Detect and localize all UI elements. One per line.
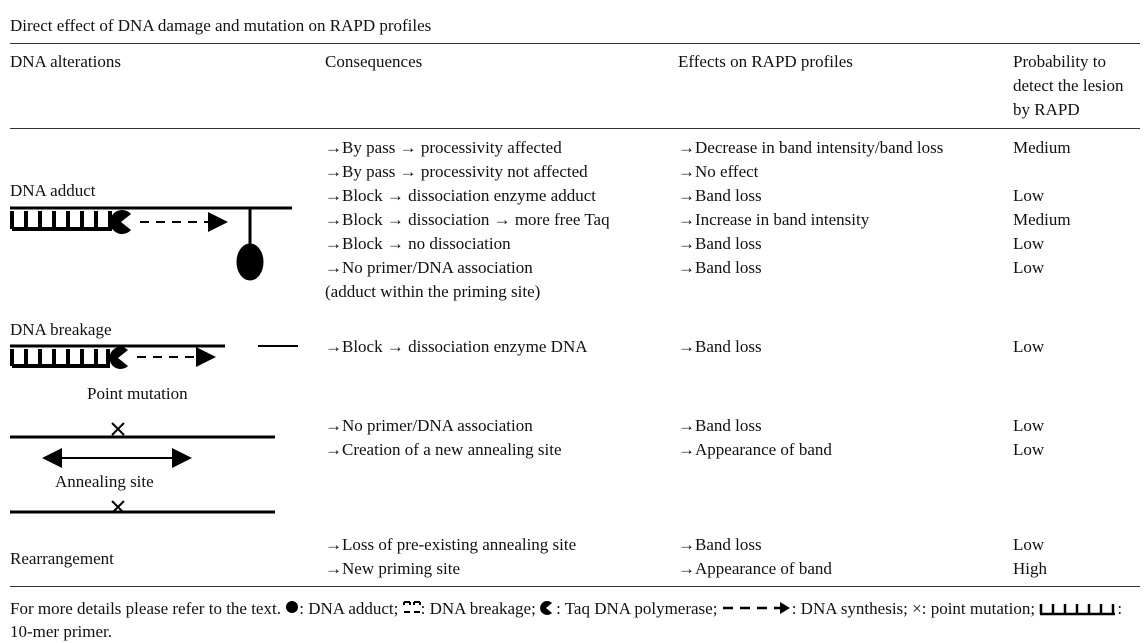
header-cell: Effects on RAPD profiles (678, 52, 853, 71)
rule (10, 586, 1140, 587)
footnote-text: : 10-mer primer. (10, 599, 1123, 641)
effect-cell: →Appearance of band (678, 440, 832, 459)
header-cell: Consequences (325, 52, 423, 71)
consequence-cell: →By pass → processivity not affected (325, 162, 588, 181)
probability-cell: Low (1013, 186, 1045, 205)
footnote-text: : DNA synthesis; (791, 599, 908, 618)
probability-cell: Medium (1013, 138, 1071, 157)
consequence-cell: →Block → dissociation enzyme adduct (325, 186, 596, 205)
effect-cell: →Band loss (678, 337, 762, 356)
effect-cell: →Band loss (678, 258, 762, 277)
effect-cell: →Band loss (678, 416, 762, 435)
rule (10, 128, 1140, 129)
legend-icon (722, 602, 790, 614)
probability-cell: Low (1013, 258, 1045, 277)
consequence-cell: →New priming site (325, 559, 461, 578)
probability-cell: Low (1013, 337, 1045, 356)
probability-cell: Low (1013, 440, 1045, 459)
footnote-text: : DNA breakage; (420, 599, 536, 618)
footnote-text: ×: point mutation; (912, 599, 1036, 618)
footnote-text: : DNA adduct; (299, 599, 399, 618)
group-label: Rearrangement (10, 549, 114, 568)
effect-cell: →No effect (678, 162, 759, 181)
diagram-label: Annealing site (55, 472, 154, 491)
probability-cell: Medium (1013, 210, 1071, 229)
group-label: DNA adduct (10, 181, 96, 200)
probability-cell: Low (1013, 535, 1045, 554)
consequence-cell: →Block → no dissociation (325, 234, 511, 253)
effect-cell: →Band loss (678, 535, 762, 554)
header-cell: DNA alterations (10, 52, 121, 71)
effect-cell: →Decrease in band intensity/band loss (678, 138, 944, 157)
effect-cell: →Band loss (678, 186, 762, 205)
effect-cell: →Appearance of band (678, 559, 832, 578)
consequence-cell: →No primer/DNA association (325, 416, 533, 435)
footnote: For more details please refer to the tex… (10, 597, 1140, 643)
note-cell: (adduct within the priming site) (325, 282, 541, 301)
consequence-cell: →By pass → processivity affected (325, 138, 562, 157)
legend-icon (1040, 604, 1116, 616)
title: Direct effect of DNA damage and mutation… (10, 16, 432, 35)
breakage-diagram (10, 344, 298, 369)
probability-cell: High (1013, 559, 1047, 578)
rule (10, 43, 1140, 44)
consequence-cell: →Creation of a new annealing site (325, 440, 562, 459)
group-label: Point mutation (87, 384, 188, 403)
mutation-diagram (10, 422, 275, 514)
consequence-cell: →No primer/DNA association (325, 258, 533, 277)
effect-cell: →Band loss (678, 234, 762, 253)
consequence-cell: →Block → dissociation → more free Taq (325, 210, 610, 229)
footnote-text: For more details please refer to the tex… (10, 599, 281, 618)
legend-icon (402, 601, 421, 613)
consequence-cell: →Block → dissociation enzyme DNA (325, 337, 588, 356)
legend-icon (286, 601, 299, 613)
probability-cell: Low (1013, 416, 1045, 435)
probability-cell: Low (1013, 234, 1045, 253)
footnote-text: : Taq DNA polymerase; (556, 599, 718, 618)
group-label: DNA breakage (10, 320, 112, 339)
legend-icon (540, 601, 553, 615)
adduct-diagram (10, 206, 292, 281)
consequence-cell: →Loss of pre-existing annealing site (325, 535, 577, 554)
header-cell: Probability to detect the lesion by RAPD (1013, 52, 1124, 119)
effect-cell: →Increase in band intensity (678, 210, 870, 229)
